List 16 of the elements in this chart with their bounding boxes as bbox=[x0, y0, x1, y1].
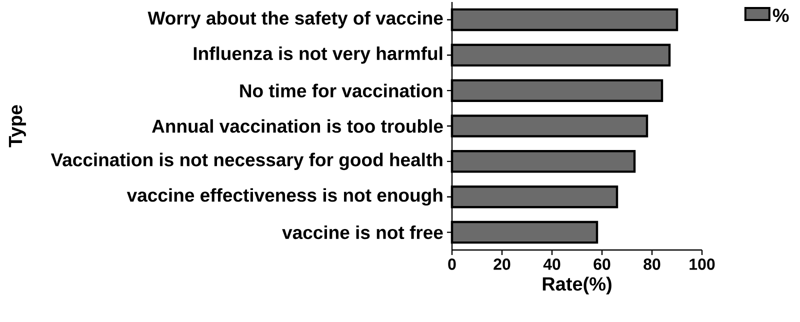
x-axis-title: Rate(%) bbox=[542, 276, 612, 294]
y-tick-label: Worry about the safety of vaccine bbox=[148, 11, 443, 28]
legend-label: % bbox=[772, 8, 789, 22]
y-axis-title: Type bbox=[8, 105, 26, 148]
x-tick-label: 60 bbox=[594, 258, 610, 270]
x-tick-label: 100 bbox=[690, 258, 715, 270]
x-tick-label: 20 bbox=[494, 258, 510, 270]
y-tick-label: Vaccination is not necessary for good health bbox=[50, 152, 442, 170]
x-tick-label: 0 bbox=[448, 258, 456, 270]
y-tick-label: Annual vaccination is too trouble bbox=[152, 119, 443, 133]
y-tick-label: vaccine is not free bbox=[282, 225, 443, 240]
y-tick-label: No time for vaccination bbox=[240, 84, 442, 98]
y-tick-label: vaccine effectiveness is not enough bbox=[126, 188, 442, 206]
y-tick-label: Influenza is not very harmful bbox=[194, 46, 442, 64]
x-tick-label: 40 bbox=[543, 258, 560, 270]
x-tick-label: 80 bbox=[644, 258, 660, 270]
